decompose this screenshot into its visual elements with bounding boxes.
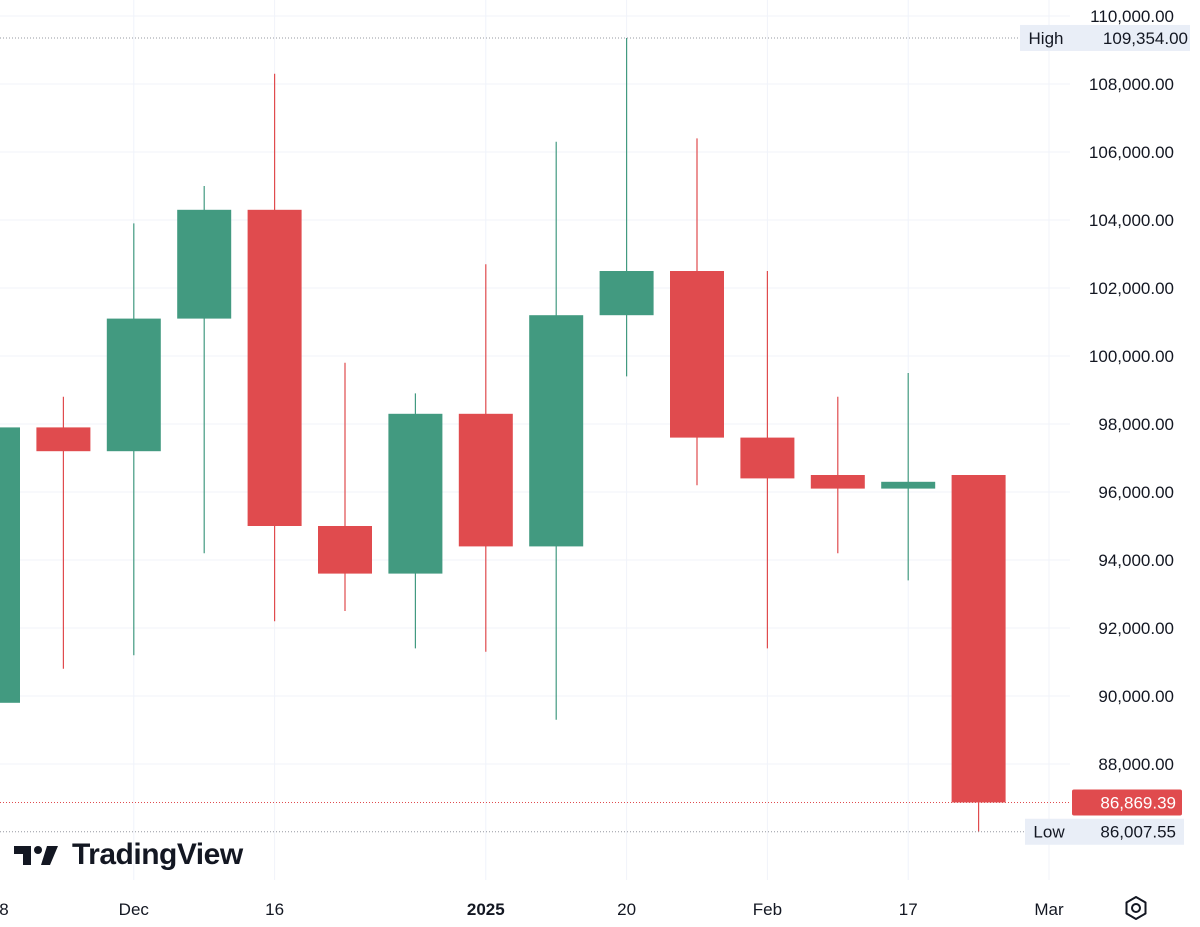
candle	[177, 186, 232, 554]
candle-body	[529, 315, 584, 547]
candle-body	[36, 427, 91, 452]
candle	[106, 223, 161, 656]
candle-body	[670, 271, 724, 438]
candle	[529, 141, 584, 720]
candle-body	[247, 209, 302, 527]
y-tick-label: 98,000.00	[1098, 415, 1174, 434]
x-tick-label: Dec	[119, 900, 150, 919]
x-tick-label: 17	[899, 900, 918, 919]
candle	[881, 373, 936, 581]
candles	[0, 37, 1006, 832]
price-axis[interactable]: 110,000.00 108,000.00 106,000.00 104,000.00…	[1020, 7, 1190, 845]
candle	[951, 475, 1006, 832]
candle-body	[740, 437, 795, 479]
candle	[599, 37, 654, 377]
low-label: Low	[1033, 823, 1065, 842]
candle	[810, 396, 865, 554]
candle	[247, 73, 302, 622]
y-tick-label: 96,000.00	[1098, 483, 1174, 502]
x-tick-label: 8	[0, 900, 9, 919]
y-tick-label: 110,000.00	[1090, 7, 1174, 26]
x-tick-label: Mar	[1034, 900, 1064, 919]
tradingview-logo-text: TradingView	[72, 838, 243, 871]
candle	[740, 271, 795, 649]
y-tick-label: 102,000.00	[1089, 279, 1174, 298]
high-value: 109,354.00	[1103, 29, 1188, 48]
settings-icon[interactable]	[1122, 894, 1150, 922]
high-label: High	[1029, 29, 1064, 48]
candle	[318, 362, 372, 611]
high-value-bg	[1072, 24, 1190, 51]
y-tick-label: 88,000.00	[1098, 755, 1174, 774]
candle-body	[177, 209, 232, 319]
time-axis[interactable]: 8 Dec 16 2025 20 Feb 17 Mar	[0, 900, 1064, 919]
candle-body	[881, 481, 936, 489]
y-tick-label: 94,000.00	[1098, 551, 1174, 570]
candle	[388, 393, 443, 649]
candle-body	[318, 526, 372, 574]
candle-body	[458, 413, 513, 547]
candle-body	[951, 475, 1006, 803]
x-tick-label: 2025	[467, 900, 505, 919]
y-tick-label: 90,000.00	[1098, 687, 1174, 706]
last-price-badge	[1072, 789, 1182, 816]
low-label-bg	[1025, 818, 1072, 845]
candle	[36, 396, 91, 669]
tradingview-logo[interactable]: TradingView	[14, 838, 243, 872]
tradingview-logo-icon	[14, 843, 64, 867]
candle-body	[106, 318, 161, 452]
low-value-bg	[1072, 818, 1184, 845]
candle-body	[599, 271, 654, 316]
candle-body	[388, 413, 443, 574]
x-tick-label: Feb	[753, 900, 782, 919]
y-tick-label: 100,000.00	[1089, 347, 1174, 366]
x-tick-label: 20	[617, 900, 636, 919]
candle	[670, 138, 724, 486]
y-tick-label: 106,000.00	[1089, 143, 1174, 162]
y-tick-label: 92,000.00	[1098, 619, 1174, 638]
y-tick-label: 104,000.00	[1089, 211, 1174, 230]
last-price-value: 86,869.39	[1100, 793, 1176, 812]
candle	[0, 427, 20, 703]
high-label-bg	[1020, 24, 1072, 51]
x-tick-label: 16	[265, 900, 284, 919]
y-tick-label: 108,000.00	[1089, 75, 1174, 94]
candle-body	[810, 475, 865, 489]
candle	[458, 264, 513, 652]
low-value: 86,007.55	[1100, 823, 1176, 842]
price-lines	[0, 37, 1070, 833]
candle-body	[0, 427, 20, 703]
